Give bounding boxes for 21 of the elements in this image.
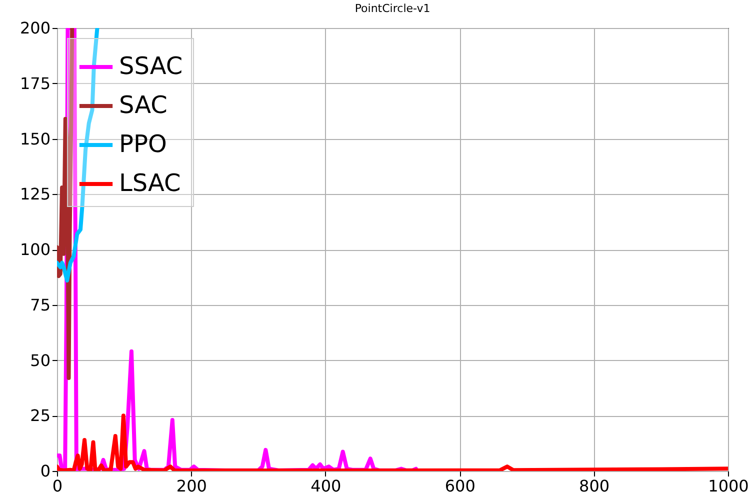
y-tick-label: 25 xyxy=(30,406,50,426)
x-tick-label: 600 xyxy=(444,476,476,496)
y-tick-label: 175 xyxy=(20,74,50,93)
x-tick-label: 1000 xyxy=(708,476,749,496)
y-tick-label: 150 xyxy=(20,129,50,148)
line-series xyxy=(57,28,74,380)
y-tick-label: 100 xyxy=(20,240,50,259)
y-tick-label: 200 xyxy=(20,18,50,38)
x-tick-label: 400 xyxy=(310,476,342,496)
legend-label: SAC xyxy=(119,91,168,119)
legend-label: LSAC xyxy=(119,169,181,197)
chart-title: PointCircle-v1 xyxy=(354,2,430,15)
y-tick-label: 75 xyxy=(30,295,50,314)
legend-label: SSAC xyxy=(119,52,183,80)
y-tick-label: 125 xyxy=(20,184,50,204)
y-tick-label: 50 xyxy=(30,350,50,370)
legend-label: PPO xyxy=(119,130,167,158)
y-tick-label: 0 xyxy=(40,462,50,480)
x-tick-label: 800 xyxy=(579,476,610,496)
x-tick-label: 200 xyxy=(176,476,207,496)
x-tick-label: 0 xyxy=(52,476,63,496)
